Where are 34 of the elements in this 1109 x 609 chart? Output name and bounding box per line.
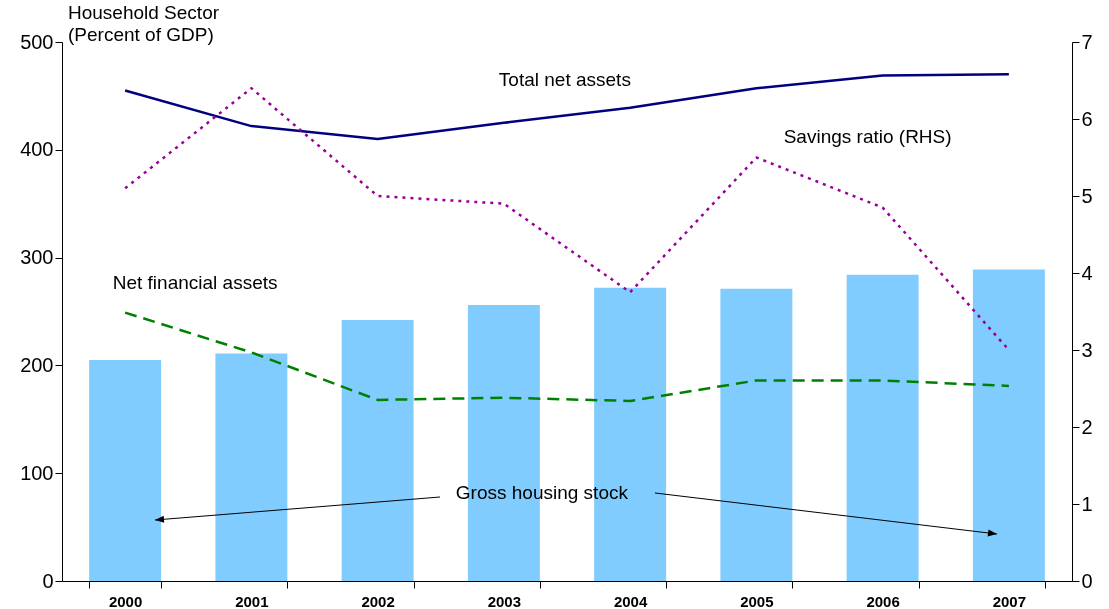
y2-tick-label: 7 (1081, 30, 1093, 53)
x-tick-label: 2001 (235, 592, 269, 609)
y2-tick-label: 2 (1081, 415, 1093, 438)
y-tick-label: 400 (20, 138, 54, 161)
y-tick-label: 200 (20, 353, 54, 376)
y2-tick-label: 3 (1081, 338, 1093, 361)
series-label: Gross housing stock (455, 482, 629, 504)
x-tick-label: 2004 (613, 592, 648, 609)
y-tick-label: 300 (20, 246, 54, 269)
series-label: Total net assets (498, 68, 631, 90)
y2-tick-label: 1 (1081, 492, 1093, 515)
series-label: Savings ratio (RHS) (783, 125, 952, 147)
series-label: Net financial assets (112, 271, 278, 293)
bar (720, 288, 793, 581)
y2-tick-label: 6 (1081, 107, 1093, 130)
x-tick-label: 2005 (740, 592, 774, 609)
x-tick-label: 2007 (992, 592, 1027, 609)
bar (972, 269, 1045, 581)
y2-tick-label: 4 (1081, 261, 1093, 284)
y-tick-label: 100 (20, 461, 54, 484)
y-tick-label: 500 (20, 30, 54, 53)
x-tick-label: 2000 (108, 592, 143, 609)
x-tick-label: 2002 (361, 592, 395, 609)
bar (341, 320, 414, 581)
y-tick-label: 0 (42, 569, 54, 592)
bar (215, 353, 288, 581)
y2-tick-label: 5 (1081, 184, 1093, 207)
y-axis-title: Household Sector (Percent of GDP) (68, 2, 220, 45)
x-tick-label: 2003 (487, 592, 522, 609)
bar (89, 360, 162, 581)
bar (846, 274, 919, 581)
x-tick-label: 2006 (866, 592, 900, 609)
line-series (123, 311, 1011, 403)
y2-tick-label: 0 (1081, 569, 1093, 592)
